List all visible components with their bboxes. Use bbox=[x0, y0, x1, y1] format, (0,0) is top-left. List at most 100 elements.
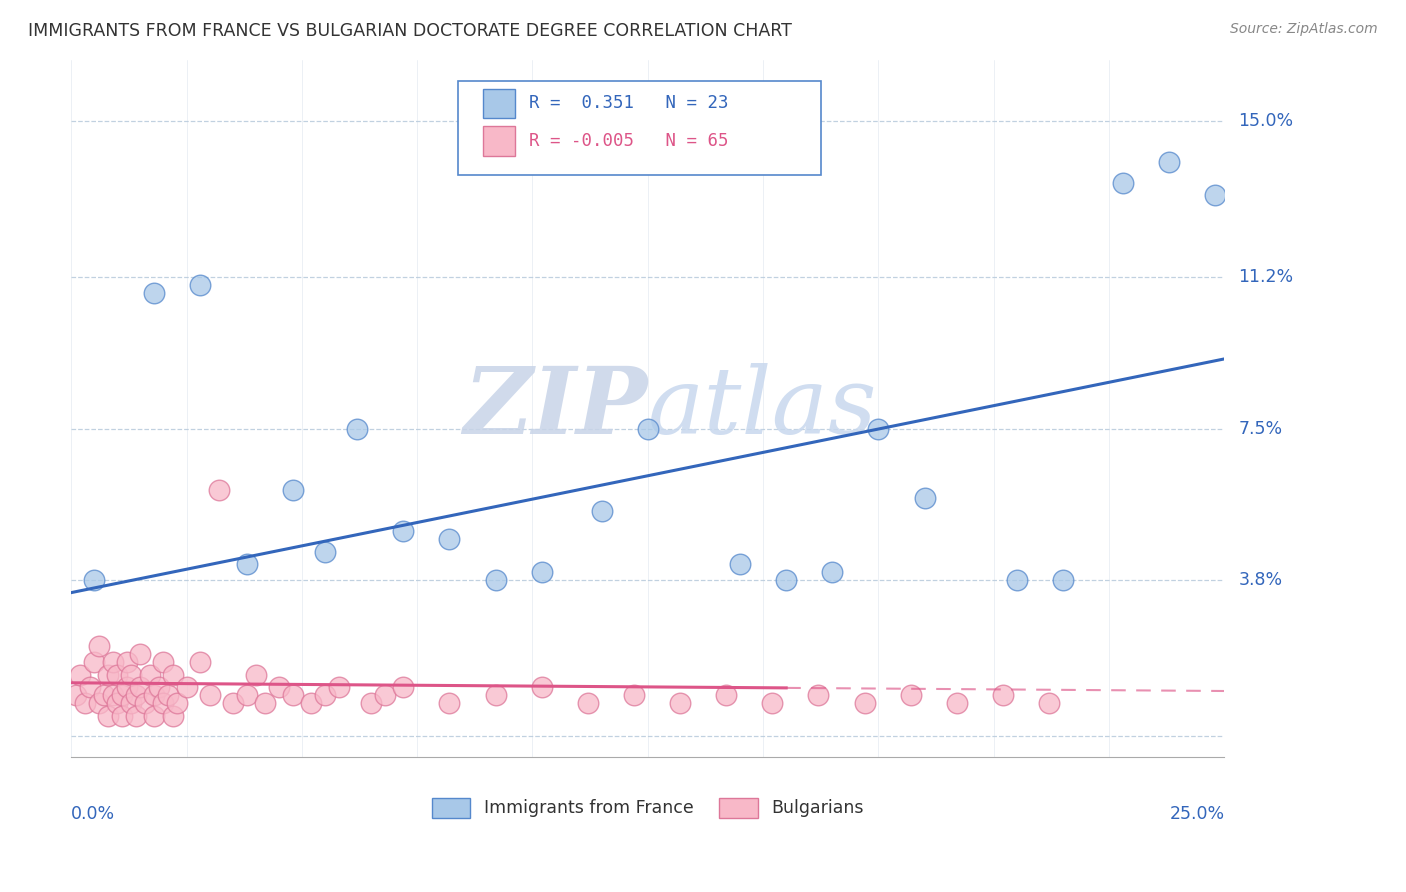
FancyBboxPatch shape bbox=[457, 80, 821, 175]
Point bbox=[162, 708, 184, 723]
Point bbox=[152, 655, 174, 669]
Point bbox=[120, 696, 142, 710]
Point bbox=[75, 696, 97, 710]
Point bbox=[69, 667, 91, 681]
Text: R =  0.351   N = 23: R = 0.351 N = 23 bbox=[529, 95, 728, 112]
Legend: Immigrants from France, Bulgarians: Immigrants from France, Bulgarians bbox=[425, 790, 870, 824]
Point bbox=[143, 688, 166, 702]
Point bbox=[87, 639, 110, 653]
Point bbox=[120, 667, 142, 681]
Point bbox=[314, 544, 336, 558]
Point bbox=[530, 680, 553, 694]
Point bbox=[105, 696, 128, 710]
Point bbox=[97, 708, 120, 723]
Point bbox=[138, 667, 160, 681]
Point bbox=[900, 688, 922, 702]
Text: 7.5%: 7.5% bbox=[1239, 419, 1282, 438]
Point bbox=[83, 655, 105, 669]
Point bbox=[221, 696, 243, 710]
Point bbox=[392, 524, 415, 538]
Point bbox=[111, 688, 134, 702]
Point bbox=[530, 565, 553, 579]
Point bbox=[208, 483, 231, 497]
Point bbox=[190, 278, 212, 293]
Point bbox=[576, 696, 599, 710]
Point bbox=[728, 557, 751, 571]
Point bbox=[125, 688, 148, 702]
Point bbox=[235, 557, 257, 571]
Point bbox=[281, 688, 304, 702]
Text: ZIP: ZIP bbox=[464, 363, 648, 453]
Point bbox=[115, 680, 138, 694]
Point bbox=[591, 503, 613, 517]
Point bbox=[1005, 574, 1028, 588]
Point bbox=[346, 421, 368, 435]
Point bbox=[83, 574, 105, 588]
Point bbox=[162, 667, 184, 681]
Point bbox=[761, 696, 783, 710]
Point bbox=[1038, 696, 1060, 710]
Point bbox=[134, 696, 156, 710]
Point bbox=[176, 680, 198, 694]
Point bbox=[1052, 574, 1074, 588]
Point bbox=[235, 688, 257, 702]
Point bbox=[97, 667, 120, 681]
Point bbox=[157, 688, 180, 702]
Text: 15.0%: 15.0% bbox=[1239, 112, 1294, 130]
Point bbox=[669, 696, 692, 710]
Point bbox=[821, 565, 844, 579]
Point bbox=[129, 680, 152, 694]
Point bbox=[166, 696, 188, 710]
Text: atlas: atlas bbox=[648, 363, 877, 453]
Point bbox=[439, 533, 461, 547]
Point bbox=[245, 667, 267, 681]
Point bbox=[991, 688, 1014, 702]
Point bbox=[105, 667, 128, 681]
Point bbox=[1112, 176, 1135, 190]
Point bbox=[281, 483, 304, 497]
Point bbox=[143, 286, 166, 301]
Point bbox=[79, 680, 101, 694]
Point bbox=[253, 696, 276, 710]
Point bbox=[1204, 187, 1226, 202]
Bar bbox=[482, 127, 515, 155]
Point bbox=[93, 688, 115, 702]
Point bbox=[299, 696, 322, 710]
Point bbox=[439, 696, 461, 710]
Point bbox=[484, 688, 506, 702]
Point bbox=[853, 696, 876, 710]
Point bbox=[101, 655, 124, 669]
Point bbox=[152, 696, 174, 710]
Point bbox=[101, 688, 124, 702]
Point bbox=[807, 688, 830, 702]
Text: IMMIGRANTS FROM FRANCE VS BULGARIAN DOCTORATE DEGREE CORRELATION CHART: IMMIGRANTS FROM FRANCE VS BULGARIAN DOCT… bbox=[28, 22, 792, 40]
Point bbox=[129, 647, 152, 661]
Point bbox=[328, 680, 350, 694]
Point bbox=[190, 655, 212, 669]
Point bbox=[623, 688, 645, 702]
Point bbox=[143, 708, 166, 723]
Point bbox=[374, 688, 396, 702]
Text: 3.8%: 3.8% bbox=[1239, 571, 1282, 590]
Point bbox=[1157, 155, 1180, 169]
Point bbox=[115, 655, 138, 669]
Point bbox=[868, 421, 890, 435]
Point bbox=[198, 688, 221, 702]
Text: 0.0%: 0.0% bbox=[72, 805, 115, 823]
Text: 25.0%: 25.0% bbox=[1170, 805, 1225, 823]
Point bbox=[775, 574, 797, 588]
Point bbox=[87, 696, 110, 710]
Point bbox=[484, 574, 506, 588]
Point bbox=[716, 688, 738, 702]
Point bbox=[360, 696, 382, 710]
Point bbox=[65, 688, 87, 702]
Point bbox=[637, 421, 659, 435]
Point bbox=[148, 680, 170, 694]
Point bbox=[946, 696, 969, 710]
Point bbox=[914, 491, 936, 506]
Point bbox=[392, 680, 415, 694]
Point bbox=[111, 708, 134, 723]
Text: Source: ZipAtlas.com: Source: ZipAtlas.com bbox=[1230, 22, 1378, 37]
Bar bbox=[482, 88, 515, 118]
Point bbox=[267, 680, 290, 694]
